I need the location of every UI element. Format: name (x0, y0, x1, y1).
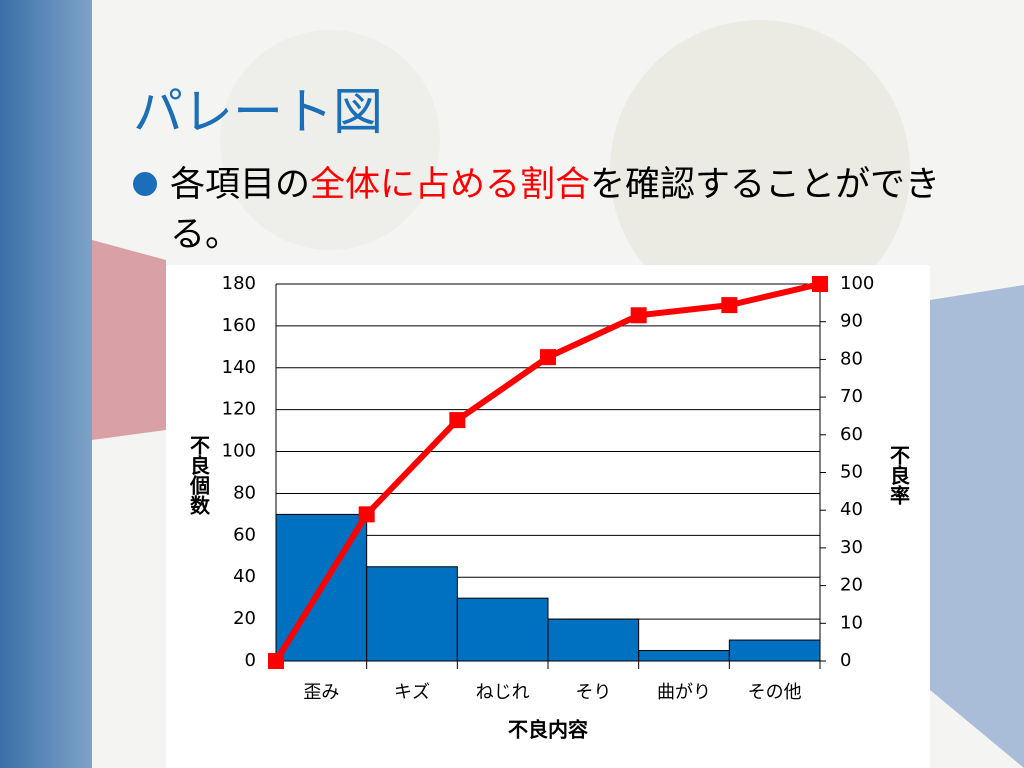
y2-tick-label: 30 (840, 537, 863, 558)
y-tick-label: 20 (233, 608, 256, 629)
y-tick-label: 60 (233, 524, 256, 545)
y2-tick-label: 0 (840, 650, 851, 671)
cumulative-marker (268, 653, 284, 669)
y2-tick-label: 50 (840, 462, 863, 483)
cumulative-marker (721, 297, 738, 314)
cumulative-marker (540, 349, 556, 366)
y-tick-label: 40 (233, 566, 256, 587)
y-tick-label: 0 (245, 650, 256, 671)
y2-tick-label: 90 (840, 311, 863, 332)
cumulative-marker (812, 276, 828, 292)
y-tick-label: 140 (222, 357, 256, 378)
y-tick-label: 160 (222, 315, 256, 336)
y-tick-label: 100 (222, 441, 256, 462)
y2-axis-label: 不良率 (887, 445, 911, 506)
x-axis-label: 不良内容 (508, 718, 588, 742)
side-strip (0, 0, 92, 768)
y-tick-label: 180 (222, 273, 256, 294)
y2-tick-label: 20 (840, 575, 863, 596)
y2-tick-label: 80 (840, 348, 863, 369)
bar (547, 618, 640, 662)
y2-tick-label: 40 (840, 499, 863, 520)
x-tick-label: 歪み (303, 682, 339, 703)
x-tick-label: 曲がり (657, 682, 711, 703)
cumulative-marker (449, 412, 466, 429)
bar (456, 597, 549, 662)
bullet-dot (133, 172, 157, 196)
y2-tick-label: 70 (840, 386, 863, 407)
x-tick-label: そり (575, 682, 611, 703)
y2-tick-label: 60 (840, 424, 863, 445)
x-tick-label: キズ (394, 682, 430, 703)
y-tick-label: 80 (233, 482, 256, 503)
gear-bg (610, 20, 910, 320)
x-tick-label: その他 (748, 682, 802, 703)
bar (366, 566, 458, 662)
side-shape (930, 285, 1024, 768)
y2-tick-label: 100 (840, 273, 874, 294)
x-tick-label: ねじれ (476, 682, 530, 703)
cumulative-marker (630, 307, 647, 324)
y-axis-label: 不良個数 (187, 435, 211, 516)
cumulative-marker (358, 506, 375, 523)
slide-title: パレート図 (133, 83, 383, 141)
y-tick-label: 120 (222, 399, 256, 420)
text-highlight: 全体に占める割合 (310, 165, 591, 205)
text: 各項目の (170, 165, 311, 205)
text: を確認することができる。 (170, 165, 941, 255)
bar (638, 650, 730, 662)
y2-tick-label: 10 (840, 612, 863, 633)
side-shape (92, 240, 166, 440)
bar (728, 639, 821, 662)
bullet-text: 各項目の全体に占める割合を確認することができる。 (170, 160, 970, 260)
gear-bg (220, 30, 440, 250)
